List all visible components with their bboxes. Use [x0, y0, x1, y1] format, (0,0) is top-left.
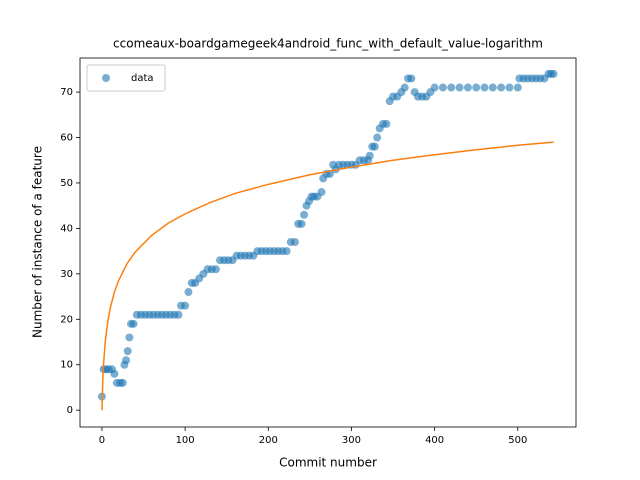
- data-point: [472, 83, 481, 92]
- data-point: [174, 310, 183, 319]
- data-point: [400, 83, 409, 92]
- data-point: [497, 83, 506, 92]
- data-point: [110, 369, 119, 378]
- data-point: [282, 247, 291, 256]
- chart-title: ccomeaux-boardgamegeek4android_func_with…: [113, 37, 543, 51]
- fit-line: [101, 141, 554, 411]
- data-point: [181, 301, 190, 310]
- data-point: [382, 119, 391, 128]
- data-point: [370, 142, 379, 151]
- data-point: [125, 333, 134, 342]
- legend-marker: [102, 74, 110, 82]
- data-point: [463, 83, 472, 92]
- x-tick-label: 200: [259, 435, 278, 446]
- legend-box: [86, 64, 166, 92]
- data-point: [300, 210, 309, 219]
- data-point: [438, 83, 447, 92]
- x-tick-label: 400: [425, 435, 444, 446]
- plot-frame: [79, 57, 577, 428]
- data-point: [365, 151, 374, 160]
- data-point: [122, 356, 131, 365]
- data-point: [505, 83, 514, 92]
- data-point: [373, 133, 382, 142]
- y-tick-label: 0: [67, 405, 73, 416]
- data-point: [488, 83, 497, 92]
- data-point: [118, 378, 127, 387]
- data-point: [480, 83, 489, 92]
- legend-label: data: [131, 73, 154, 84]
- y-tick-label: 20: [60, 314, 73, 325]
- y-tick-label: 70: [60, 87, 73, 98]
- y-tick-label: 60: [60, 133, 73, 144]
- data-point: [549, 69, 558, 78]
- y-tick-label: 50: [60, 178, 73, 189]
- data-point: [447, 83, 456, 92]
- data-point: [211, 265, 220, 274]
- y-tick-label: 10: [60, 360, 73, 371]
- data-point: [513, 83, 522, 92]
- data-point: [297, 219, 306, 228]
- data-point: [430, 83, 439, 92]
- data-point: [407, 74, 416, 83]
- x-axis-label: Commit number: [279, 456, 377, 470]
- data-point: [290, 238, 299, 247]
- x-tick-label: 0: [99, 435, 105, 446]
- data-point: [317, 188, 326, 197]
- y-axis-label: Number of instance of a feature: [31, 146, 45, 338]
- data-point: [123, 347, 132, 356]
- x-tick-label: 100: [176, 435, 195, 446]
- y-tick-label: 40: [60, 223, 73, 234]
- y-tick-label: 30: [60, 269, 73, 280]
- x-tick-label: 300: [342, 435, 361, 446]
- data-point: [455, 83, 464, 92]
- x-tick-label: 500: [508, 435, 527, 446]
- data-point: [184, 288, 193, 297]
- data-point: [129, 319, 138, 328]
